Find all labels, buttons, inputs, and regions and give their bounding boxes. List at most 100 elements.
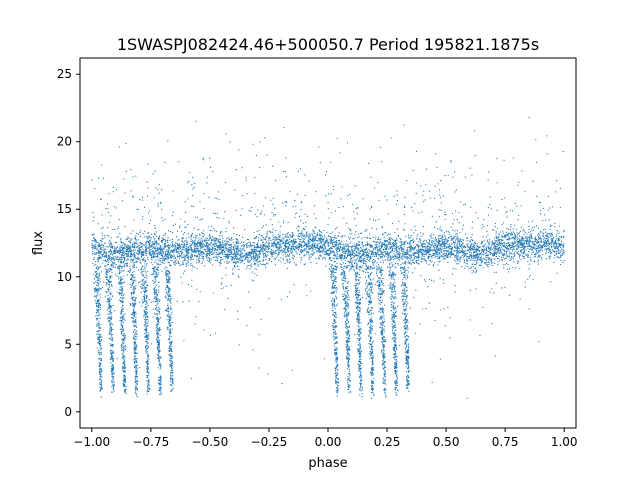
data-point [187, 241, 189, 243]
data-point [312, 245, 314, 248]
data-point [275, 256, 278, 259]
data-point [265, 247, 267, 249]
data-point [157, 252, 160, 254]
data-point [446, 254, 448, 257]
data-point [440, 234, 442, 236]
data-point [510, 242, 512, 244]
data-point [485, 256, 487, 258]
data-point [225, 255, 227, 257]
data-point [108, 258, 111, 260]
data-point [380, 244, 382, 246]
data-point [379, 255, 381, 258]
data-point [172, 256, 174, 258]
data-point [371, 253, 373, 256]
data-point [473, 251, 476, 254]
data-point [250, 248, 252, 251]
data-point [423, 255, 425, 258]
data-point [317, 232, 319, 234]
data-point [547, 236, 549, 238]
data-point [193, 252, 195, 254]
data-point [454, 247, 456, 249]
data-point [476, 243, 478, 245]
data-point [496, 237, 498, 240]
data-point [561, 245, 563, 247]
data-point [304, 254, 306, 256]
data-point [528, 242, 530, 245]
data-point [425, 254, 427, 256]
data-point [176, 239, 179, 241]
data-point [563, 230, 565, 232]
data-point [339, 249, 341, 251]
data-point [199, 254, 201, 256]
data-point [473, 271, 475, 273]
data-point [119, 248, 122, 250]
data-point [366, 241, 368, 243]
data-point [406, 249, 408, 251]
data-point [494, 246, 496, 249]
data-point [499, 244, 502, 246]
data-point [124, 244, 126, 246]
data-point [355, 245, 357, 247]
data-point [271, 224, 273, 226]
data-point [428, 278, 431, 281]
data-point [373, 258, 375, 261]
data-point [117, 250, 120, 252]
data-point [347, 251, 350, 253]
data-point [409, 256, 411, 258]
data-point [399, 245, 401, 247]
data-point [375, 236, 377, 238]
data-point [281, 250, 283, 252]
data-point [391, 265, 393, 268]
data-point [494, 258, 496, 260]
data-point [346, 248, 348, 250]
data-point [133, 244, 135, 246]
data-point [309, 236, 311, 238]
data-point [448, 253, 450, 255]
data-point [277, 248, 279, 250]
data-point [313, 238, 315, 240]
data-point [154, 241, 156, 244]
data-point [123, 250, 125, 252]
data-point [113, 256, 115, 258]
data-point [244, 250, 246, 252]
data-point [312, 235, 314, 237]
data-point [130, 239, 132, 242]
data-point [455, 247, 457, 249]
data-point [359, 252, 361, 254]
data-point [220, 249, 222, 251]
data-point [417, 259, 419, 262]
data-point [190, 246, 192, 248]
data-point [159, 246, 161, 248]
data-point [111, 258, 113, 260]
data-point [284, 240, 286, 242]
data-point [397, 264, 399, 266]
data-point [149, 239, 151, 241]
data-point [222, 244, 224, 246]
data-point [126, 247, 128, 249]
data-point [268, 239, 270, 241]
data-point [363, 262, 365, 264]
data-point [345, 265, 347, 267]
data-point [312, 253, 314, 255]
data-point [410, 254, 413, 256]
data-point [270, 231, 272, 233]
data-point [323, 229, 325, 232]
data-point [235, 263, 237, 265]
data-point [552, 245, 554, 247]
data-point [309, 233, 311, 235]
data-point [259, 250, 261, 252]
data-point [207, 252, 209, 255]
data-point [217, 238, 220, 240]
data-point [192, 242, 195, 244]
data-point [95, 242, 97, 244]
data-point [92, 248, 94, 250]
data-point [185, 251, 187, 253]
data-point [281, 251, 283, 253]
data-point [253, 250, 256, 253]
data-point [174, 244, 176, 246]
data-point [153, 250, 155, 252]
data-point [548, 246, 550, 248]
data-point [387, 243, 389, 246]
data-point [156, 243, 159, 245]
data-point [466, 244, 468, 246]
